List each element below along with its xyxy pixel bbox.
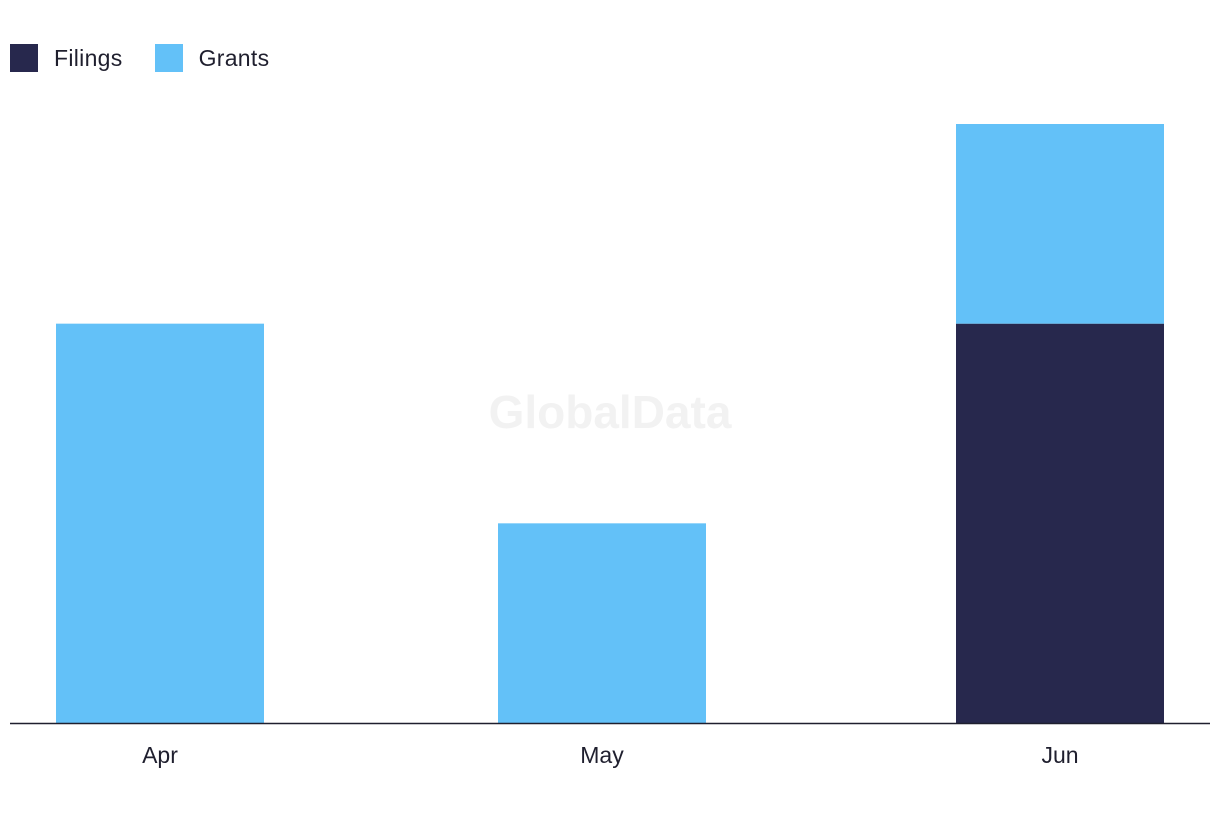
legend-item-grants: Grants xyxy=(154,44,270,72)
legend: Filings Grants xyxy=(10,44,301,72)
x-tick-label-jun: Jun xyxy=(1041,742,1078,768)
bars-group xyxy=(56,124,1164,723)
legend-label-grants: Grants xyxy=(198,44,270,71)
x-tick-labels: Apr May Jun xyxy=(142,742,1078,768)
bar-grants-may xyxy=(498,523,706,723)
x-tick-label-may: May xyxy=(580,742,624,768)
legend-item-filings: Filings xyxy=(10,44,123,72)
legend-label-filings: Filings xyxy=(54,44,123,71)
bar-grants-apr xyxy=(56,323,264,723)
x-tick-label-apr: Apr xyxy=(142,742,178,768)
bar-grants-jun xyxy=(956,124,1164,324)
legend-swatch-grants xyxy=(154,44,183,72)
bar-filings-jun xyxy=(956,323,1164,723)
watermark: GlobalData xyxy=(489,386,732,438)
legend-swatch-filings xyxy=(10,44,38,72)
